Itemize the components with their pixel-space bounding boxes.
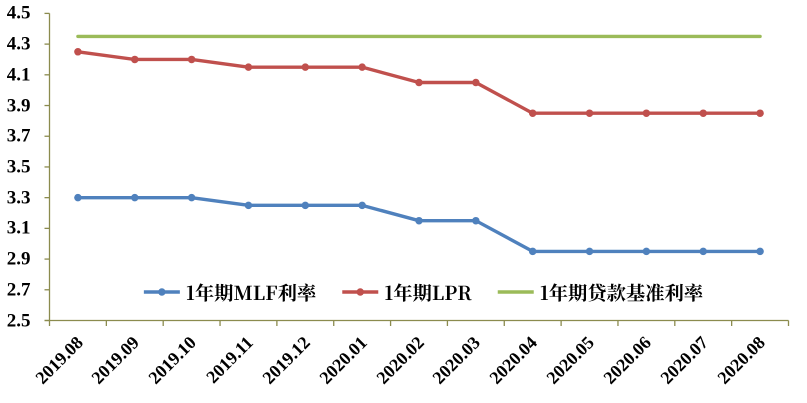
legend-glyph <box>385 285 393 301</box>
legend <box>143 283 703 302</box>
legend-glyph <box>278 283 297 302</box>
legend-glyph <box>253 285 265 300</box>
legend-glyph <box>412 283 432 302</box>
series-1-marker <box>699 109 707 117</box>
legend-glyph <box>588 283 606 302</box>
legend-label-1 <box>385 283 472 302</box>
legend-glyph <box>393 283 412 302</box>
series-0-marker <box>244 201 253 210</box>
series-1-marker <box>415 78 423 87</box>
legend-glyph <box>297 283 316 302</box>
series-0-marker <box>642 247 651 256</box>
series-0-marker <box>756 247 764 256</box>
axes <box>44 12 790 326</box>
series-1-marker <box>585 109 594 117</box>
legend-glyph <box>664 283 684 302</box>
legend-label-2 <box>540 283 703 302</box>
series-1-marker <box>131 55 139 64</box>
series-1-marker <box>358 63 366 71</box>
series-0-marker <box>187 193 196 202</box>
legend-key-marker-0 <box>158 288 166 296</box>
legend-glyph <box>626 283 645 302</box>
legend-glyph <box>214 283 233 302</box>
legend-item-0 <box>143 283 316 302</box>
legend-item-2 <box>497 283 703 302</box>
legend-glyph <box>445 285 457 300</box>
series-0-marker <box>131 193 139 202</box>
legend-item-1 <box>342 283 472 302</box>
legend-label-0 <box>186 283 316 302</box>
series-1-marker <box>472 78 480 87</box>
legend-glyph <box>186 285 195 301</box>
legend-glyph <box>432 285 444 300</box>
series-0-marker <box>585 247 594 256</box>
legend-glyph <box>607 283 626 302</box>
series-0-marker <box>472 216 480 225</box>
legend-glyph <box>684 283 703 302</box>
series-0-marker <box>301 201 310 210</box>
legend-glyph <box>540 285 549 301</box>
legend-glyph <box>234 285 252 300</box>
series-1-marker <box>301 63 310 71</box>
legend-glyph <box>266 285 277 300</box>
legend-glyph <box>549 283 568 302</box>
legend-glyph <box>195 283 214 302</box>
series-0-marker <box>74 193 82 202</box>
series-0-line <box>76 195 762 254</box>
legend-key-marker-1 <box>356 288 364 296</box>
series-1-marker <box>244 63 253 71</box>
series-0-marker <box>358 201 366 210</box>
series-0-marker <box>415 216 423 225</box>
series-0-marker <box>528 247 537 256</box>
series-1-marker <box>756 109 764 117</box>
legend-glyph <box>568 283 587 302</box>
series-1-marker <box>528 109 537 117</box>
series-1-marker <box>642 109 651 117</box>
series-0 <box>74 193 764 256</box>
series-1-marker <box>74 48 82 56</box>
series-1-marker <box>187 55 196 64</box>
series-0-marker <box>699 247 707 256</box>
legend-glyph <box>458 285 472 301</box>
legend-glyph <box>645 283 665 302</box>
series-1 <box>74 48 764 117</box>
